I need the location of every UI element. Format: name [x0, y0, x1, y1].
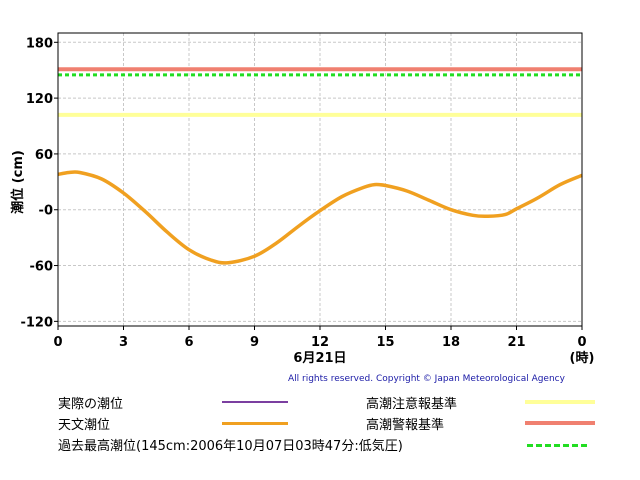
legend-label-caution: 高潮注意報基準: [366, 397, 458, 412]
y-tick-label: -0: [39, 204, 53, 219]
x-tick-label: 15: [376, 335, 394, 350]
legend-label-astronomical: 天文潮位: [58, 418, 111, 433]
y-axis-label: 潮位 (cm): [10, 150, 26, 214]
y-tick-label: 60: [35, 148, 53, 163]
legend-label-actual: 実際の潮位: [58, 397, 124, 412]
series-layer: [57, 170, 583, 265]
x-tick-label: 18: [442, 335, 460, 350]
legend-swatch-warning: [525, 421, 595, 425]
y-tick-label: -120: [20, 315, 53, 330]
legend-swatch-astronomical: [222, 422, 288, 425]
legend-label-record: 過去最高潮位(145cm:2006年10月07日03時47分:低気圧): [58, 439, 403, 454]
reference-lines: [58, 67, 582, 117]
x-tick-label: 0: [577, 335, 586, 350]
y-tick-label: 120: [26, 92, 53, 107]
x-tick-label: 3: [119, 335, 128, 350]
x-tick-label: 6: [184, 335, 193, 350]
x-axis-unit: (時): [570, 350, 595, 366]
x-axis-label: 6月21日: [293, 351, 346, 366]
plot-frame: [57, 32, 583, 327]
y-tick-label: -60: [30, 260, 54, 275]
x-tick-label: 12: [311, 335, 329, 350]
legend-swatch-actual: [222, 401, 288, 403]
copyright-notice: All rights reserved. Copyright © Japan M…: [288, 374, 565, 384]
grid: [58, 33, 582, 326]
legend-swatch-caution: [525, 400, 595, 404]
x-tick-label: 9: [250, 335, 259, 350]
legend-label-warning: 高潮警報基準: [366, 418, 445, 433]
axes: 0 3 6 9 12 15 18 21 0 180 120 60 -0 -60 -120: [20, 32, 587, 350]
y-tick-label: 180: [26, 36, 53, 51]
legend-swatch-record: [527, 444, 587, 447]
x-tick-label: 21: [507, 335, 525, 350]
astronomical-tide-line: [57, 170, 583, 265]
x-tick-label: 0: [53, 335, 62, 350]
